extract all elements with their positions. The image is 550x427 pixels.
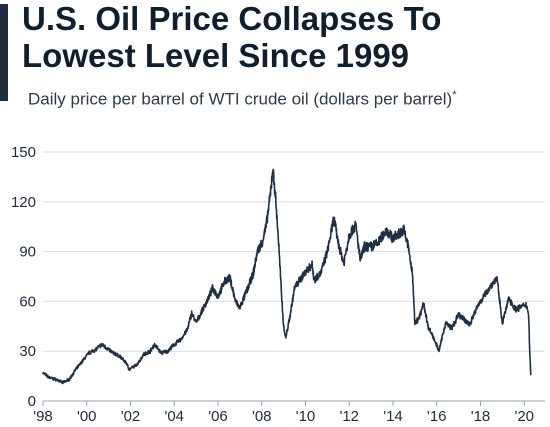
y-tick-label-60: 60 — [19, 293, 36, 310]
x-tick-label-8: '14 — [383, 408, 403, 425]
y-axis-ticks: 0 30 60 90 120 150 — [11, 144, 36, 410]
y-tick-label-0: 0 — [28, 393, 36, 410]
chart-subtitle: Daily price per barrel of WTI crude oil … — [28, 85, 548, 110]
chart-title: U.S. Oil Price Collapses To Lowest Level… — [22, 0, 442, 74]
series-line-0 — [42, 168, 532, 385]
x-tick-label-5: '08 — [252, 408, 272, 425]
gridlines — [43, 151, 545, 402]
y-tick-label-90: 90 — [19, 244, 36, 261]
x-tick-label-4: '06 — [208, 408, 228, 425]
x-tick-label-7: '12 — [339, 408, 359, 425]
y-tick-label-120: 120 — [11, 194, 36, 211]
y-tick-label-150: 150 — [11, 144, 36, 161]
subtitle-text: Daily price per barrel of WTI crude oil … — [28, 89, 453, 109]
footnote-mark: * — [452, 89, 457, 101]
x-tick-label-11: '20 — [514, 408, 534, 425]
x-axis-ticks: '98 '00 '02 '04 '06 '08 '10 '12 '14 '16 '18 '20 — [33, 401, 534, 425]
x-tick-label-10: '18 — [471, 408, 491, 425]
x-tick-label-2: '02 — [121, 408, 141, 425]
x-tick-label-0: '98 — [33, 408, 53, 425]
x-tick-label-3: '04 — [164, 408, 184, 425]
x-tick-label-1: '00 — [77, 408, 97, 425]
title-accent-bar — [0, 4, 8, 101]
price-series — [42, 168, 532, 385]
x-tick-label-6: '10 — [296, 408, 316, 425]
x-tick-label-9: '16 — [427, 408, 447, 425]
y-tick-label-30: 30 — [19, 343, 36, 360]
